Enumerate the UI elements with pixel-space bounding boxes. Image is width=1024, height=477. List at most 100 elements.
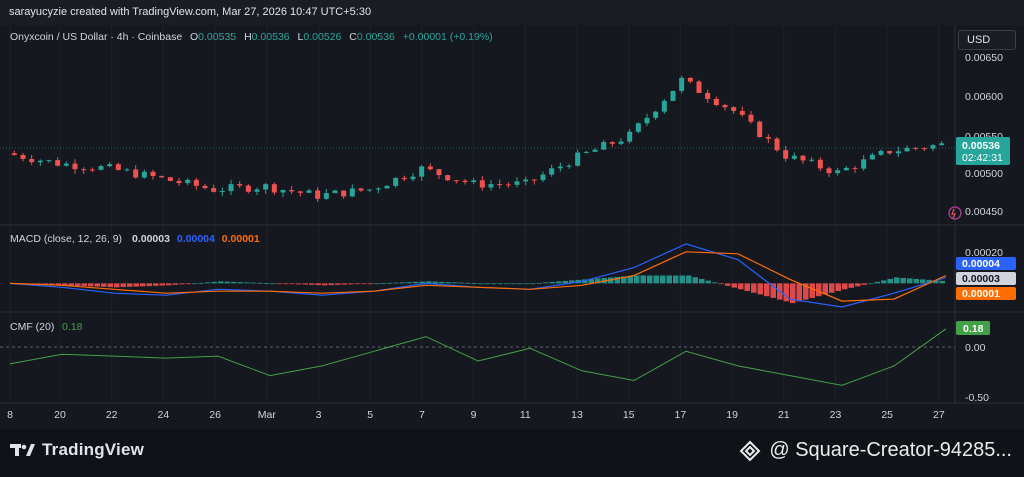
time-tick-label: 22: [106, 409, 118, 421]
macd-hist-bar: [614, 276, 620, 284]
macd-hist-bar: [192, 283, 198, 285]
macd-value: 0.00003: [132, 233, 170, 245]
macd-hist-bar: [393, 282, 399, 284]
candle-body: [115, 164, 121, 170]
macd-hist-bar: [211, 281, 217, 284]
macd-hist-bar: [484, 283, 490, 285]
candle-body: [705, 92, 711, 99]
candle-body: [618, 141, 624, 144]
candle-body: [523, 179, 529, 182]
open-value: 0.00535: [198, 31, 236, 43]
macd-hist-bar: [718, 283, 724, 285]
price-tick: 0.00600: [965, 91, 1003, 103]
candle-body: [644, 117, 650, 124]
macd-hist-bar: [465, 282, 471, 284]
macd-hist-bar: [172, 283, 178, 285]
macd-hist-bar: [185, 283, 191, 285]
macd-hist-bar: [439, 281, 445, 284]
macd-hist-bar: [400, 282, 406, 284]
macd-hist-bar: [140, 283, 146, 287]
candle-body: [453, 180, 459, 182]
candle-body: [826, 168, 832, 174]
high-label: H: [244, 31, 252, 43]
macd-hist-bar: [413, 281, 419, 284]
candle-body: [29, 158, 35, 163]
macd-hist-bar: [478, 283, 484, 285]
macd-hist-bar: [62, 283, 68, 286]
candle-body: [696, 81, 702, 93]
candle-body: [133, 169, 139, 178]
macd-hist-bar: [94, 283, 100, 287]
macd-hist-bar: [582, 279, 588, 284]
macd-hist-bar: [36, 283, 42, 285]
macd-hist-bar: [842, 283, 848, 290]
candle-body: [150, 171, 156, 177]
macd-hist-bar: [289, 283, 295, 285]
candle-body: [72, 163, 78, 170]
symbol-title: Onyxcoin / US Dollar · 4h · Coinbase: [10, 31, 182, 43]
cmf-tick: -0.50: [965, 392, 989, 404]
candle-body: [384, 185, 390, 189]
candle-body: [748, 114, 754, 122]
candle-body: [687, 77, 693, 82]
macd-hist-bar: [699, 278, 705, 284]
macd-hist-bar: [107, 283, 113, 288]
macd-axis-tick: 0.00020: [965, 247, 1003, 259]
macd-hist-bar: [725, 283, 731, 286]
time-tick-label: 25: [881, 409, 893, 421]
macd-hist-bar: [224, 281, 230, 284]
chart-area[interactable]: [0, 25, 1024, 429]
candle-body: [514, 181, 520, 185]
time-tick-label: 3: [316, 409, 322, 421]
macd-hist-bar: [205, 282, 211, 284]
macd-hist-bar: [75, 283, 81, 286]
macd-hist-bar: [855, 283, 861, 287]
candle-body: [89, 169, 95, 171]
signal-value: 0.00004: [177, 233, 215, 245]
creator-watermark: @ Square-Creator-94285...: [739, 439, 1012, 462]
candle-body: [722, 104, 728, 108]
macd-hist-bar: [816, 283, 822, 297]
price-candles: [11, 75, 945, 203]
currency-selector[interactable]: USD: [958, 30, 1016, 50]
macd-histogram: [10, 275, 945, 304]
macd-hist-bar: [790, 283, 796, 304]
tradingview-logo[interactable]: TradingView: [10, 440, 144, 460]
brand-name: TradingView: [42, 440, 145, 459]
candle-body: [540, 174, 546, 181]
alert-icon[interactable]: [948, 206, 962, 220]
macd-hist-bar: [335, 283, 341, 285]
macd-hist-bar: [907, 278, 913, 284]
time-tick-label: 15: [623, 409, 635, 421]
cmf-line: [9, 328, 947, 386]
macd-hist-bar: [712, 282, 718, 284]
macd-hist-bar: [536, 282, 542, 284]
candle-body: [505, 184, 511, 186]
time-tick-label: 7: [419, 409, 425, 421]
macd-title: MACD (close, 12, 26, 9): [10, 233, 122, 245]
candle-body: [124, 169, 130, 171]
macd-hist-bar: [920, 279, 926, 284]
macd-hist-bar: [387, 282, 393, 284]
candle-body: [367, 189, 373, 191]
macd-hist-bar: [432, 281, 438, 284]
macd-hist-bar: [822, 283, 828, 295]
macd-hist-bar: [588, 278, 594, 284]
chart-canvas[interactable]: Onyxcoin / US Dollar · 4h · Coinbase O0.…: [0, 0, 1024, 429]
macd-hist-bar: [705, 280, 711, 284]
candle-body: [774, 138, 780, 151]
candle-body: [921, 148, 927, 150]
candle-body: [887, 150, 893, 154]
macd-hist-bar: [634, 275, 640, 284]
candle-body: [575, 152, 581, 166]
candle-body: [237, 184, 243, 186]
candle-body: [653, 111, 659, 118]
candle-body: [557, 166, 563, 169]
macd-hist-bar: [114, 283, 120, 288]
signal-line: [9, 251, 947, 302]
low-value: 0.00526: [303, 31, 341, 43]
macd-hist-bar: [829, 283, 835, 293]
candle-body: [583, 151, 589, 153]
candle-body: [436, 169, 442, 176]
candle-body: [245, 185, 251, 192]
